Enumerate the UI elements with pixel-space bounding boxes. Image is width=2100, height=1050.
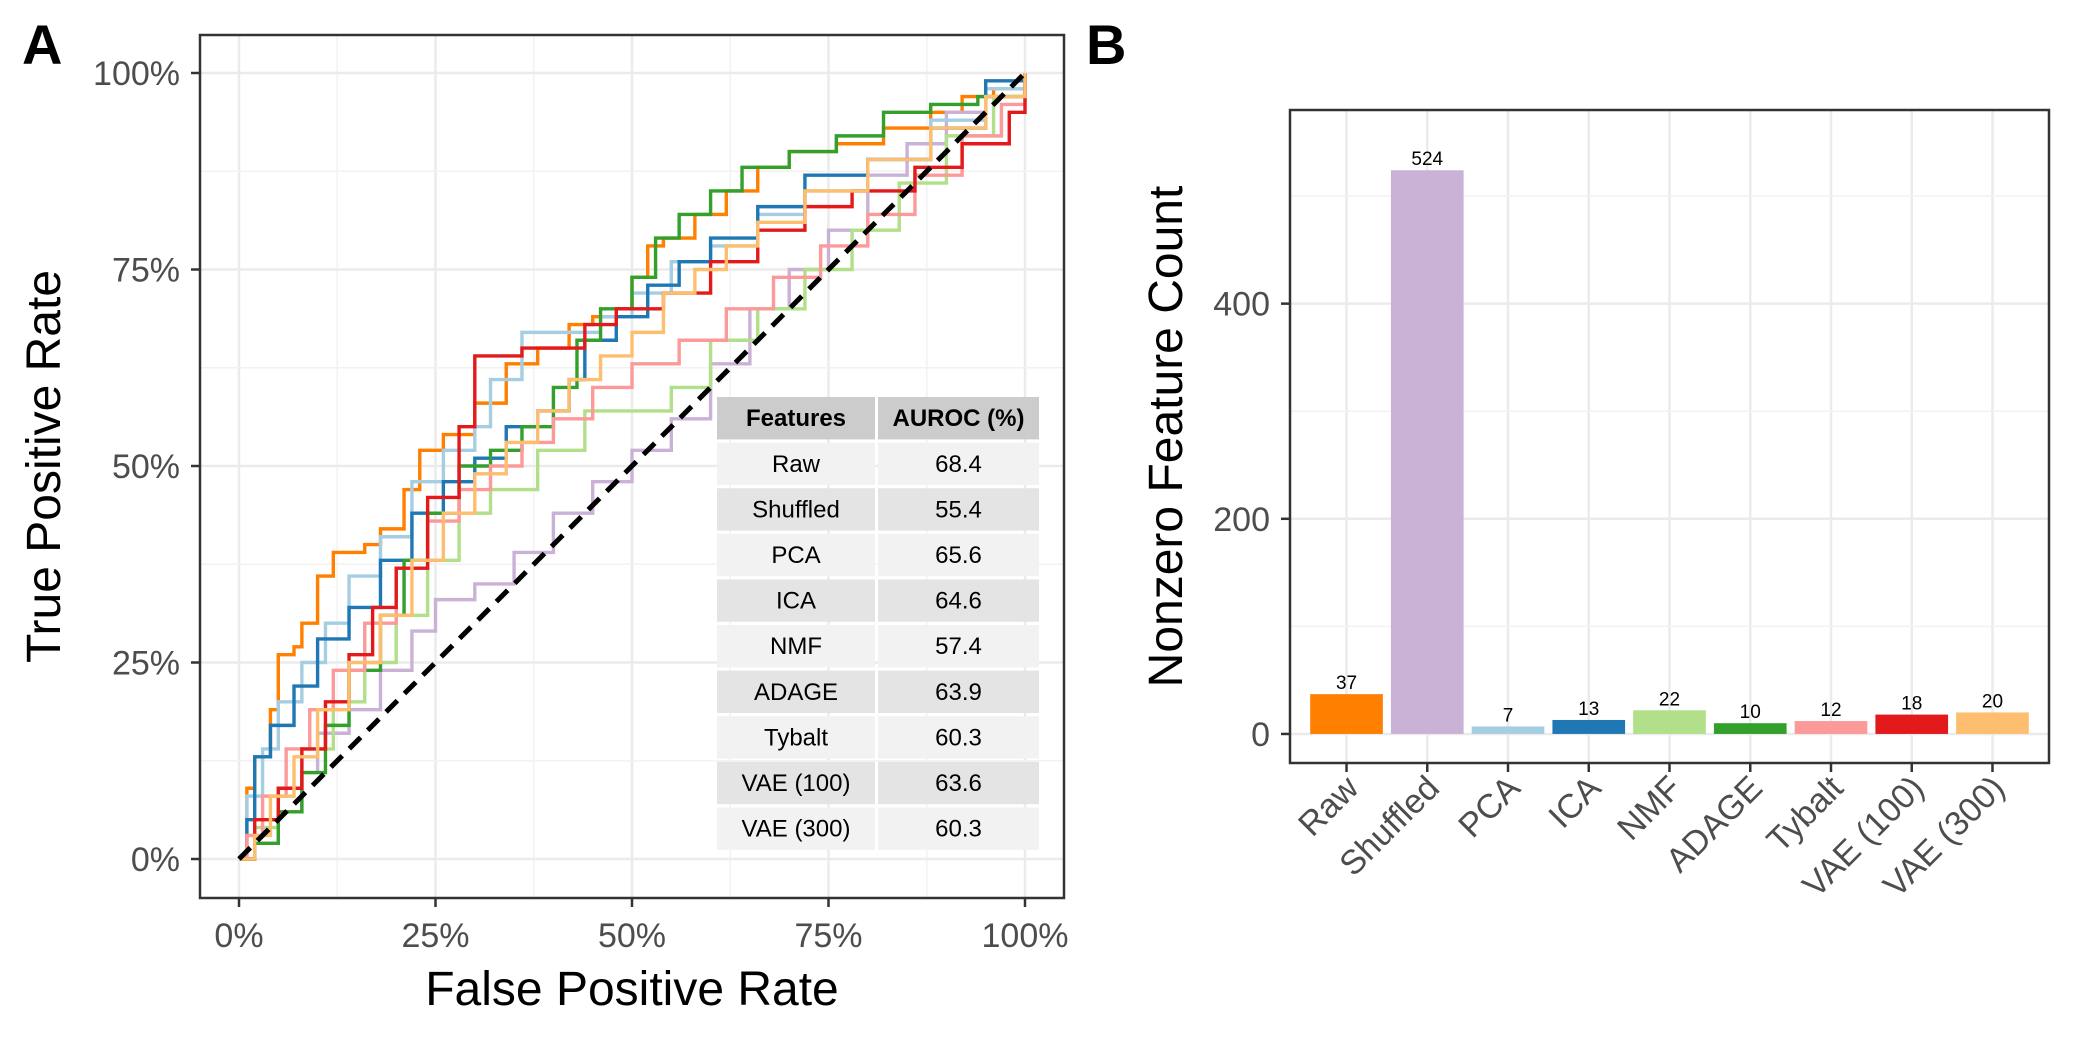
table-cell-bg — [717, 625, 875, 668]
roc-x-tick-label: 100% — [982, 917, 1069, 955]
table-cell-feature: NMF — [770, 633, 822, 660]
roc-lines — [239, 73, 1027, 861]
table-cell-bg — [878, 625, 1039, 668]
roc-diagonal-reference-line — [237, 71, 1027, 861]
table-cell-bg — [878, 670, 1039, 713]
roc-chart: Features AUROC (%) Raw 68.4 Shuffled 55.4 PCA 6… — [18, 33, 1068, 1016]
bar-marks: 37 524 7 13 22 10 12 18 20 — [1310, 149, 2029, 734]
bar-value-label: 7 — [1503, 705, 1514, 726]
table-cell-auroc: 60.3 — [935, 816, 982, 843]
roc-y-tick-label: 25% — [112, 645, 180, 683]
bar-value-label: 22 — [1659, 689, 1680, 710]
table-cell-bg — [878, 488, 1039, 531]
table-cell-feature: Shuffled — [752, 496, 840, 523]
bar-y-tick-label: 200 — [1213, 501, 1270, 539]
auroc-table: Features AUROC (%) Raw 68.4 Shuffled 55.4 PCA 6… — [717, 397, 1039, 850]
table-cell-bg — [717, 533, 875, 577]
table-cell-bg — [717, 442, 875, 485]
table-cell-bg — [878, 533, 1039, 577]
roc-x-tick-label: 50% — [598, 917, 666, 955]
table-cell-bg — [878, 579, 1039, 622]
bar-3 — [1552, 719, 1626, 734]
bar-value-label: 524 — [1411, 149, 1443, 170]
bar-value-label: 18 — [1901, 694, 1922, 715]
table-header-auroc: AUROC (%) — [893, 405, 1025, 432]
bar-0 — [1310, 694, 1383, 734]
table-cell-auroc: 64.6 — [935, 588, 982, 615]
roc-x-axis-title: False Positive Rate — [425, 963, 839, 1016]
table-cell-auroc: 60.3 — [935, 724, 982, 751]
bar-value-label: 12 — [1820, 700, 1841, 721]
bar-y-axis-title: Nonzero Feature Count — [1140, 186, 1193, 688]
bar-2 — [1471, 726, 1545, 734]
table-cell-auroc: 63.9 — [935, 679, 982, 706]
bar-7 — [1875, 714, 1949, 734]
bar-value-label: 37 — [1336, 673, 1357, 694]
bar-8 — [1956, 712, 2029, 734]
bar-4 — [1633, 710, 1706, 734]
bar-y-tick-label: 400 — [1213, 286, 1270, 324]
table-cell-bg — [878, 442, 1039, 485]
panel-label-b: B — [1086, 13, 1126, 76]
table-cell-bg — [717, 670, 875, 713]
table-cell-feature: PCA — [771, 542, 820, 569]
table-cell-bg — [878, 807, 1039, 850]
table-cell-feature: ICA — [776, 588, 816, 615]
table-cell-bg — [717, 488, 875, 531]
bar-x-tick-label: PCA — [1451, 769, 1528, 846]
roc-y-tick-label: 0% — [131, 841, 180, 879]
table-cell-auroc: 57.4 — [935, 633, 982, 660]
table-cell-bg — [717, 579, 875, 622]
bar-5 — [1713, 723, 1787, 734]
roc-y-axis-title: True Positive Rate — [18, 270, 71, 663]
table-cell-bg — [717, 807, 875, 850]
bar-6 — [1794, 721, 1868, 734]
roc-curve-4 — [239, 73, 1027, 861]
roc-y-tick-label: 100% — [93, 55, 180, 93]
table-cell-feature: ADAGE — [754, 679, 838, 706]
table-cell-bg — [878, 397, 1039, 440]
roc-x-tick-label: 0% — [214, 917, 263, 955]
bar-value-label: 10 — [1740, 702, 1761, 723]
table-cell-feature: VAE (300) — [742, 816, 851, 843]
roc-y-tick-label: 75% — [112, 252, 180, 290]
table-cell-bg — [878, 716, 1039, 759]
table-cell-bg — [717, 716, 875, 759]
table-cell-bg — [878, 761, 1039, 805]
roc-curve-8 — [239, 73, 1027, 861]
roc-y-tick-label: 50% — [112, 448, 180, 486]
bar-value-label: 20 — [1982, 691, 2003, 712]
table-cell-auroc: 68.4 — [935, 451, 982, 478]
table-cell-auroc: 65.6 — [935, 542, 982, 569]
roc-x-tick-label: 75% — [794, 917, 862, 955]
table-cell-auroc: 55.4 — [935, 496, 982, 523]
bar-value-label: 13 — [1578, 699, 1599, 720]
table-cell-bg — [717, 397, 875, 440]
bar-1 — [1390, 170, 1464, 734]
table-cell-feature: Raw — [772, 451, 821, 478]
table-cell-auroc: 63.6 — [935, 770, 982, 797]
bar-y-tick-label: 0 — [1251, 716, 1270, 754]
table-cell-feature: VAE (100) — [742, 770, 851, 797]
table-cell-bg — [717, 761, 875, 805]
bar-x-tick-label: ICA — [1541, 769, 1608, 836]
roc-x-tick-label: 25% — [401, 917, 469, 955]
panel-label-a: A — [22, 13, 62, 76]
roc-curve-5 — [239, 73, 1027, 861]
roc-axes: 0% 25% 50% 75% 100% 0% 25% 50% 75% 100% — [93, 55, 1068, 955]
table-header-features: Features — [746, 405, 846, 432]
roc-curve-7 — [239, 73, 1027, 861]
table-cell-feature: Tybalt — [764, 724, 828, 751]
